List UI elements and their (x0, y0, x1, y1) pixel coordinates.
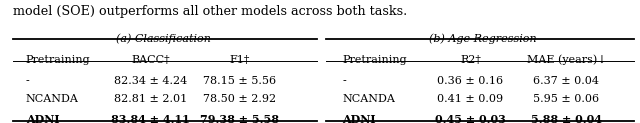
Text: 0.41 ± 0.09: 0.41 ± 0.09 (437, 94, 504, 104)
Text: ADNI: ADNI (342, 114, 376, 123)
Text: ADNI: ADNI (26, 114, 60, 123)
Text: 82.81 ± 2.01: 82.81 ± 2.01 (114, 94, 187, 104)
Text: 0.36 ± 0.16: 0.36 ± 0.16 (437, 76, 504, 86)
Text: -: - (342, 76, 346, 86)
Text: (a) Classification: (a) Classification (116, 33, 211, 44)
Text: 83.84 ± 4.11: 83.84 ± 4.11 (111, 114, 190, 123)
Text: BACC†: BACC† (131, 55, 170, 65)
Text: NCANDA: NCANDA (342, 94, 396, 104)
Text: Pretraining: Pretraining (26, 55, 90, 65)
Text: 0.45 ± 0.03: 0.45 ± 0.03 (435, 114, 506, 123)
Text: model (SOE) outperforms all other models across both tasks.: model (SOE) outperforms all other models… (13, 5, 407, 18)
Text: F1†: F1† (230, 55, 250, 65)
Text: 6.37 ± 0.04: 6.37 ± 0.04 (533, 76, 600, 86)
Text: 5.88 ± 0.04: 5.88 ± 0.04 (531, 114, 602, 123)
Text: R2†: R2† (460, 55, 481, 65)
Text: 82.34 ± 4.24: 82.34 ± 4.24 (114, 76, 187, 86)
Text: -: - (26, 76, 29, 86)
Text: 79.38 ± 5.58: 79.38 ± 5.58 (200, 114, 280, 123)
Text: MAE (years)↓: MAE (years)↓ (527, 55, 606, 65)
Text: 78.15 ± 5.56: 78.15 ± 5.56 (204, 76, 276, 86)
Text: Pretraining: Pretraining (342, 55, 407, 65)
Text: NCANDA: NCANDA (26, 94, 79, 104)
Text: 5.95 ± 0.06: 5.95 ± 0.06 (533, 94, 600, 104)
Text: (b) Age Regression: (b) Age Regression (429, 33, 537, 44)
Text: 78.50 ± 2.92: 78.50 ± 2.92 (204, 94, 276, 104)
